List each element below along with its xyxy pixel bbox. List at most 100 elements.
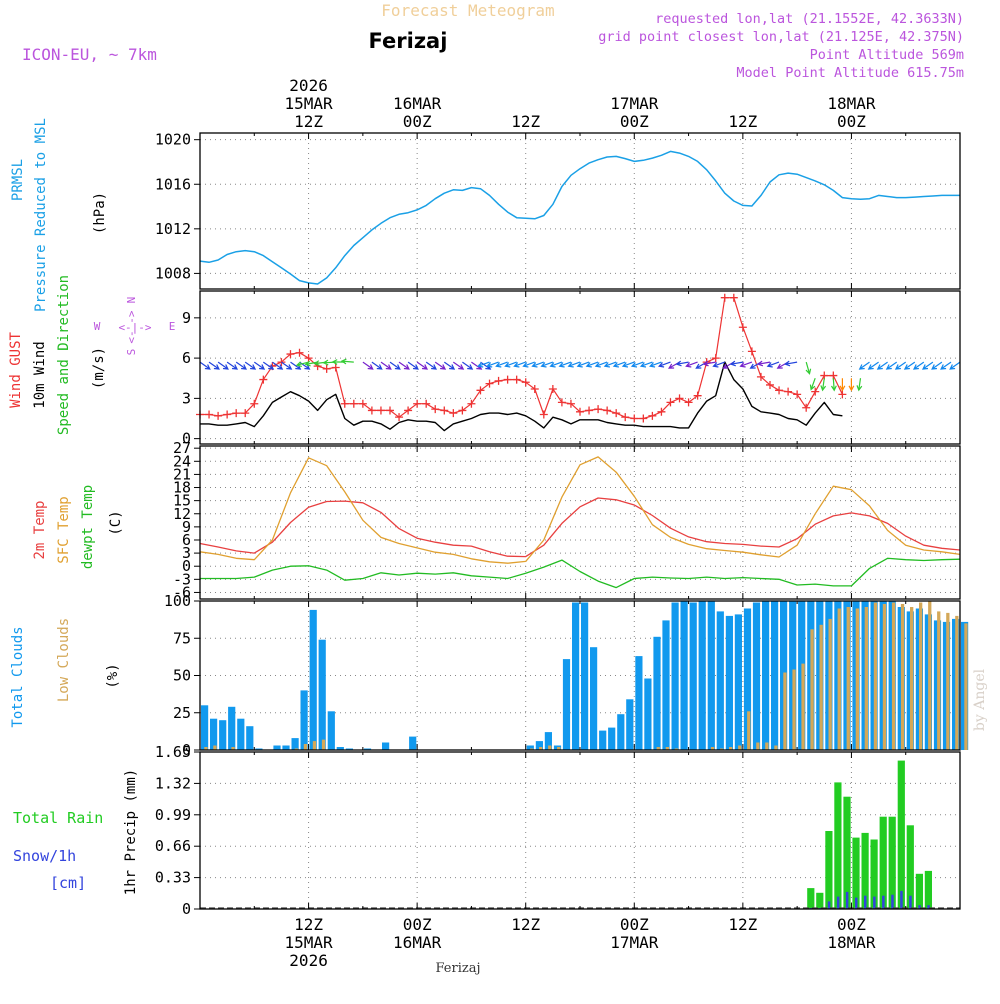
clouds-ytick-label: 0 (182, 741, 191, 759)
total-cloud-bar (255, 748, 263, 750)
temp-dewpt-label: dewpt Temp (80, 485, 96, 569)
total-cloud-bar (626, 699, 634, 750)
wind-direction-arrow (805, 361, 812, 375)
snow-bar (855, 897, 858, 909)
low-cloud-bar (321, 739, 326, 750)
total-cloud-bar (363, 748, 372, 750)
wind-direction-arrow (272, 361, 284, 370)
compass-arrows-vertical: <- -> (125, 310, 138, 343)
wind-direction-arrow (235, 361, 248, 370)
wind-direction-arrow (820, 378, 827, 392)
wind-direction-arrow (398, 361, 410, 370)
wind-gust-point (747, 347, 756, 356)
total-cloud-bar (382, 742, 390, 750)
wind-direction-arrow (281, 361, 293, 370)
precip-ytick-label: 0.66 (155, 837, 191, 855)
wind-gust-point (684, 398, 693, 407)
total-cloud-bar (562, 659, 571, 750)
temp-dewpt-line (200, 557, 961, 589)
wind-direction-arrow (612, 361, 626, 368)
wind-direction-arrow (702, 360, 716, 367)
wind-direction-arrow (940, 361, 952, 370)
wind-gust-point (205, 410, 214, 419)
wind-gust-point (648, 411, 657, 420)
clouds-ytick-label: 75 (173, 629, 191, 647)
low-cloud-bar (919, 602, 923, 750)
total-cloud-bar (300, 690, 308, 750)
wind-direction-arrow (621, 361, 635, 368)
pressure-unit: (hPa) (92, 192, 108, 234)
wind-gust-point (512, 375, 521, 384)
wind-gust-point (811, 387, 820, 396)
precip-unit: 1hr Precip (mm) (123, 769, 139, 895)
snow-bar (918, 905, 921, 909)
wind-compass: N S W E <-|-> <- -> (94, 297, 176, 356)
wind-10m-label: 10m Wind (32, 341, 48, 408)
precip-ytick-label: 0 (182, 900, 191, 918)
wind-direction-arrow (443, 361, 456, 370)
grid-layer (200, 133, 960, 910)
wind-gust-point (530, 384, 539, 393)
precip-ytick-label: 1.65 (155, 743, 191, 761)
pressure-ytick-label: 1012 (155, 220, 191, 238)
rain-bar (852, 837, 860, 909)
requested-coords: requested lon,lat (21.1552E, 42.3633N) (655, 11, 964, 27)
total-cloud-bar (590, 647, 598, 750)
pressure-ytick-label: 1016 (155, 175, 191, 193)
rain-bar (843, 796, 851, 909)
wind-gust-point (367, 406, 376, 415)
precip-ytick-label: 0.99 (155, 806, 191, 824)
wind-direction-arrow (729, 360, 744, 367)
wind-direction-arrow (295, 361, 309, 367)
snow-bar (845, 891, 849, 909)
total-cloud-bar (219, 720, 227, 750)
precip-ytick-label: 1.32 (155, 774, 191, 792)
wind-direction-arrow (558, 361, 572, 368)
low-cloud-bar (738, 745, 742, 750)
low-cloud-bar (792, 669, 796, 750)
wind-direction-arrow (462, 361, 474, 370)
total-cloud-bar (771, 601, 779, 750)
wind-direction-arrow (452, 361, 465, 370)
snow-bar (827, 901, 831, 909)
wind-direction-arrow (658, 361, 671, 368)
temp-ytick-label: 27 (173, 439, 191, 457)
total-cloud-bar (273, 745, 281, 750)
low-cloud-bar (747, 711, 751, 750)
low-cloud-bar (656, 747, 660, 750)
wind-direction-arrow (594, 361, 608, 368)
low-cloud-bar (891, 602, 896, 750)
wind-gust-point (241, 409, 250, 418)
wind-direction-arrow (262, 361, 275, 370)
wind-gust-point (458, 406, 467, 415)
total-cloud-bar (635, 656, 643, 750)
wind-gust-point (594, 405, 603, 414)
wind-gust-point (621, 413, 630, 422)
wind-gust-point (657, 407, 666, 416)
total-cloud-bar (671, 602, 679, 750)
low-cloud-bar (213, 745, 217, 750)
wind-gust-point (322, 364, 331, 373)
low-cloud-bar (557, 747, 561, 750)
low-cloud-bar (710, 747, 715, 750)
snow-bar (891, 894, 894, 909)
wind-gust-point (548, 384, 557, 393)
wind-gust-point (431, 405, 440, 414)
wind-gust-point (476, 386, 485, 395)
wind-gust-point (521, 378, 530, 387)
temp-ytick-label: -6 (173, 583, 191, 601)
wind-direction-arrow (513, 361, 526, 368)
low-cloud-bar (756, 742, 760, 750)
pressure-label-long: Pressure Reduced to MSL (33, 118, 49, 312)
total-cloud-bar (336, 747, 344, 750)
wind-direction-arrow (371, 361, 383, 370)
wind-direction-arrow (885, 361, 898, 370)
compass-e: E (169, 320, 176, 333)
temp-2m-label: 2m Temp (32, 500, 48, 559)
wind-gust-point (214, 411, 223, 420)
wind-gust-point (340, 399, 349, 408)
point-altitude: Point Altitude 569m (810, 47, 964, 63)
low-cloud-bar (294, 748, 298, 750)
wind-gust-point (576, 407, 584, 416)
total-cloud-bar (291, 738, 299, 750)
